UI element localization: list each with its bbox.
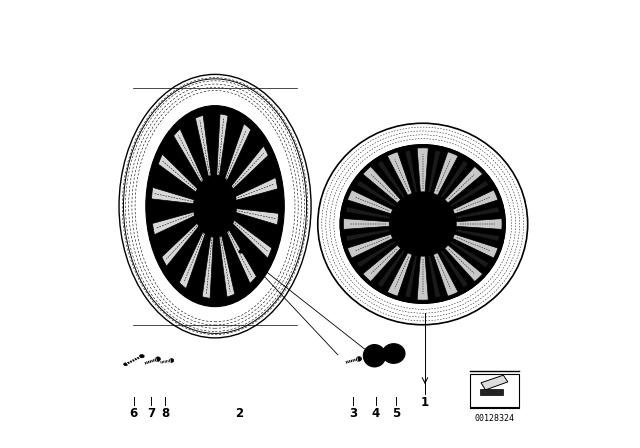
Text: 6: 6	[130, 407, 138, 420]
Polygon shape	[348, 190, 393, 214]
Polygon shape	[445, 245, 483, 281]
Polygon shape	[452, 234, 498, 258]
Ellipse shape	[155, 357, 161, 362]
Polygon shape	[405, 151, 417, 193]
Polygon shape	[450, 181, 489, 207]
Polygon shape	[152, 187, 201, 204]
Ellipse shape	[169, 359, 173, 362]
Polygon shape	[433, 152, 458, 195]
Polygon shape	[363, 167, 401, 203]
Polygon shape	[417, 256, 428, 300]
FancyBboxPatch shape	[470, 374, 519, 407]
Text: 7: 7	[147, 407, 156, 420]
Text: 00128324: 00128324	[474, 414, 514, 423]
Polygon shape	[378, 250, 405, 288]
Ellipse shape	[367, 356, 374, 363]
Ellipse shape	[146, 106, 284, 306]
Polygon shape	[455, 207, 499, 219]
Ellipse shape	[374, 349, 381, 356]
Polygon shape	[195, 115, 212, 186]
Text: 1: 1	[421, 396, 429, 409]
Polygon shape	[363, 245, 401, 281]
Polygon shape	[378, 160, 405, 198]
Text: 2: 2	[236, 407, 244, 420]
Polygon shape	[202, 227, 214, 298]
Polygon shape	[405, 255, 417, 297]
Polygon shape	[229, 177, 278, 202]
Polygon shape	[218, 226, 235, 297]
Polygon shape	[344, 219, 389, 229]
Polygon shape	[216, 114, 228, 185]
Ellipse shape	[367, 349, 374, 356]
Polygon shape	[221, 124, 251, 189]
Ellipse shape	[228, 193, 236, 203]
Polygon shape	[162, 218, 204, 266]
Polygon shape	[387, 152, 412, 195]
Polygon shape	[428, 151, 440, 193]
Ellipse shape	[387, 348, 400, 359]
Text: 3: 3	[349, 407, 358, 420]
Polygon shape	[152, 210, 201, 235]
Polygon shape	[356, 181, 396, 207]
Ellipse shape	[402, 235, 415, 248]
Polygon shape	[173, 129, 207, 190]
Polygon shape	[348, 234, 393, 258]
Ellipse shape	[405, 207, 440, 241]
Text: 8: 8	[161, 407, 169, 420]
Polygon shape	[433, 253, 458, 296]
Ellipse shape	[374, 356, 381, 363]
Polygon shape	[445, 167, 483, 203]
Polygon shape	[387, 253, 412, 296]
Ellipse shape	[212, 175, 218, 185]
Ellipse shape	[222, 222, 229, 232]
Polygon shape	[229, 208, 278, 225]
Polygon shape	[452, 190, 498, 214]
Polygon shape	[179, 224, 209, 289]
Polygon shape	[417, 148, 428, 192]
Ellipse shape	[202, 186, 228, 226]
Ellipse shape	[207, 195, 223, 217]
Ellipse shape	[438, 211, 452, 224]
Polygon shape	[481, 375, 508, 390]
Polygon shape	[223, 222, 257, 284]
Text: 5: 5	[392, 407, 400, 420]
Polygon shape	[346, 229, 390, 241]
Polygon shape	[479, 388, 503, 395]
Polygon shape	[440, 160, 468, 198]
Ellipse shape	[194, 175, 236, 237]
Polygon shape	[158, 154, 203, 197]
Polygon shape	[440, 250, 468, 288]
Ellipse shape	[430, 235, 444, 248]
Polygon shape	[356, 241, 396, 267]
Polygon shape	[456, 219, 502, 229]
Ellipse shape	[396, 198, 450, 250]
Polygon shape	[346, 207, 390, 219]
Polygon shape	[428, 255, 440, 297]
Ellipse shape	[195, 193, 202, 203]
Ellipse shape	[124, 363, 128, 366]
Ellipse shape	[340, 145, 506, 303]
Ellipse shape	[364, 345, 386, 367]
Ellipse shape	[201, 222, 208, 232]
Polygon shape	[450, 241, 489, 267]
Polygon shape	[226, 146, 268, 194]
Polygon shape	[227, 216, 272, 258]
Ellipse shape	[382, 344, 405, 363]
Ellipse shape	[414, 215, 431, 233]
Ellipse shape	[140, 354, 144, 358]
Text: 4: 4	[372, 407, 380, 420]
Ellipse shape	[393, 211, 407, 224]
Ellipse shape	[356, 357, 362, 362]
Polygon shape	[455, 229, 499, 241]
Ellipse shape	[416, 196, 429, 209]
